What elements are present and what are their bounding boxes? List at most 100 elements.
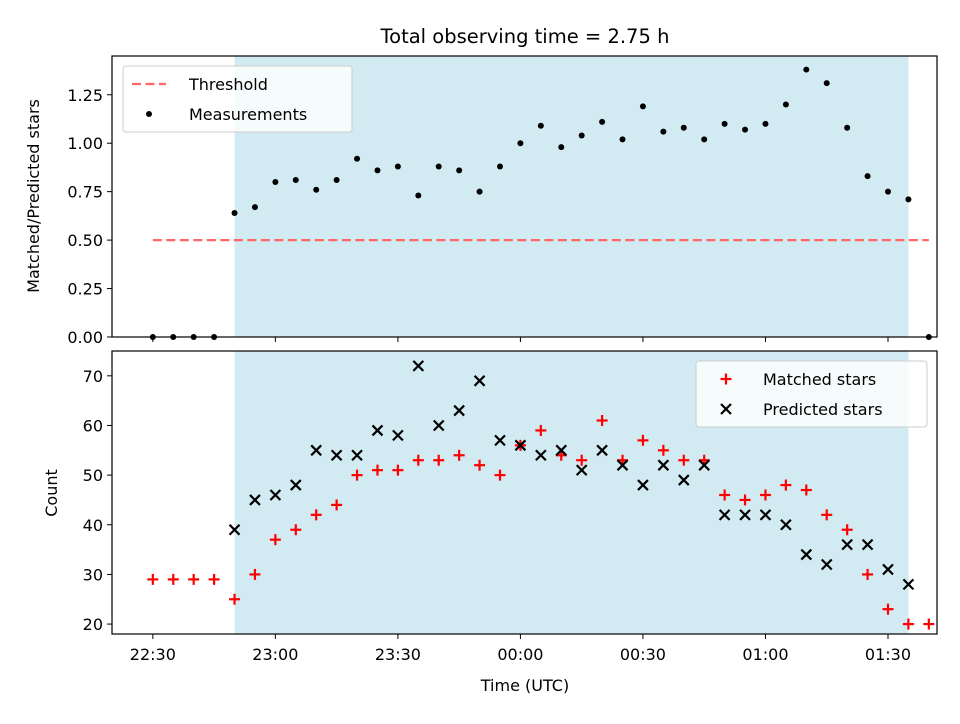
x-tick: 23:00 <box>252 634 298 664</box>
predicted-stars-point <box>861 538 874 551</box>
x-tick-label: 01:30 <box>865 645 911 664</box>
predicted-stars-point <box>820 558 833 571</box>
matched-stars-point <box>290 524 302 536</box>
measurement-point <box>578 132 585 139</box>
predicted-stars-point <box>310 444 322 457</box>
matched-stars-point <box>759 489 771 501</box>
top-y-axis-label: Matched/Predicted stars <box>24 99 43 293</box>
y-tick: 30 <box>83 565 112 584</box>
y-tick: 0.00 <box>67 328 112 347</box>
matched-stars-point <box>331 499 343 511</box>
measurement-point <box>599 118 606 125</box>
matched-stars-point <box>208 573 220 585</box>
y-tick-label: 0.00 <box>67 328 103 347</box>
predicted-stars-point <box>290 479 302 491</box>
x-tick-label: 01:00 <box>742 645 788 664</box>
predicted-stars-point <box>330 449 343 462</box>
matched-stars-point <box>780 479 792 491</box>
x-tick: 01:00 <box>742 634 789 664</box>
matched-stars-point <box>494 469 506 481</box>
predicted-stars-point <box>351 449 363 462</box>
matched-stars-point <box>657 444 669 456</box>
measurement-point <box>374 167 381 174</box>
y-tick-label: 50 <box>83 466 103 485</box>
x-tick: 23:30 <box>375 634 421 664</box>
predicted-stars-point <box>575 464 588 476</box>
predicted-stars-point <box>453 404 465 417</box>
y-tick-label: 0.50 <box>67 231 103 250</box>
measurement-point <box>354 155 361 162</box>
matched-stars-point <box>269 534 281 546</box>
y-tick: 70 <box>83 367 112 386</box>
measurement-point <box>251 204 258 211</box>
measurement-point <box>517 140 524 147</box>
top-panel: 0.00 0.25 0.50 0.75 1.00 1.25 Threshold Measure… <box>67 55 938 347</box>
x-tick: 00:30 <box>620 634 666 664</box>
predicted-stars-point <box>269 489 282 501</box>
predicted-stars-point <box>249 494 261 506</box>
measurement-point <box>844 124 851 131</box>
matched-stars-point <box>412 454 424 466</box>
matched-stars-point <box>576 454 588 466</box>
measurement-point <box>456 167 463 174</box>
measurement-point <box>742 126 749 133</box>
measurement-point <box>292 177 299 184</box>
matched-stars-point <box>800 484 812 496</box>
matched-stars-point <box>351 469 363 481</box>
predicted-stars-point <box>596 444 608 457</box>
legend-measurements-label: Measurements <box>189 105 307 124</box>
matched-stars-point <box>821 509 833 521</box>
measurement-point <box>313 186 320 193</box>
matched-stars-point <box>535 424 547 436</box>
measurement-point <box>415 192 422 199</box>
measurement-point <box>762 120 769 127</box>
y-tick-label: 20 <box>83 615 103 634</box>
matched-stars-point <box>229 593 241 605</box>
matched-stars-point <box>637 434 649 446</box>
matched-stars-point <box>433 454 445 466</box>
y-tick: 60 <box>83 416 112 435</box>
predicted-stars-point <box>902 578 915 591</box>
measurement-point <box>537 122 544 129</box>
legend-measurements-swatch <box>146 111 152 117</box>
matched-stars-point <box>392 464 404 476</box>
matched-stars-point <box>310 509 322 521</box>
x-tick-label: 22:30 <box>130 645 176 664</box>
predicted-stars-point <box>780 518 792 531</box>
bottom-y-axis-label: Count <box>42 469 61 517</box>
y-tick: 1.00 <box>67 134 112 153</box>
y-tick-label: 1.00 <box>67 134 103 153</box>
y-tick: 20 <box>83 615 112 634</box>
x-tick: 01:30 <box>865 634 911 664</box>
chart-title: Total observing time = 2.75 h <box>380 25 670 48</box>
axes-frame <box>111 350 938 635</box>
predicted-stars-point <box>371 424 384 437</box>
matched-stars-point <box>719 489 731 501</box>
matched-stars-point <box>188 573 200 585</box>
y-tick-label: 30 <box>83 565 103 584</box>
y-tick-label: 60 <box>83 416 103 435</box>
matched-stars-point <box>902 618 914 630</box>
predicted-stars-point <box>841 538 853 551</box>
y-tick-label: 1.25 <box>67 86 103 105</box>
measurement-point <box>272 178 279 185</box>
matched-stars-point <box>841 524 853 536</box>
y-tick-label: 0.75 <box>67 183 103 202</box>
y-tick: 1.25 <box>67 86 112 105</box>
predicted-stars-point <box>432 419 445 432</box>
measurement-point <box>333 177 340 184</box>
legend-matched-swatch <box>720 373 732 385</box>
y-tick: 50 <box>83 466 112 485</box>
x-tick: 22:30 <box>130 634 176 664</box>
measurement-point <box>803 66 810 73</box>
measurement-point <box>496 163 503 170</box>
predicted-stars-point <box>637 479 649 491</box>
x-tick-label: 00:00 <box>497 645 543 664</box>
matched-stars-point <box>147 573 159 585</box>
predicted-stars-point <box>759 509 772 521</box>
matched-stars-point <box>862 568 874 580</box>
predicted-stars-point <box>739 509 751 521</box>
x-tick-label: 23:00 <box>252 645 298 664</box>
legend-box <box>695 360 928 428</box>
